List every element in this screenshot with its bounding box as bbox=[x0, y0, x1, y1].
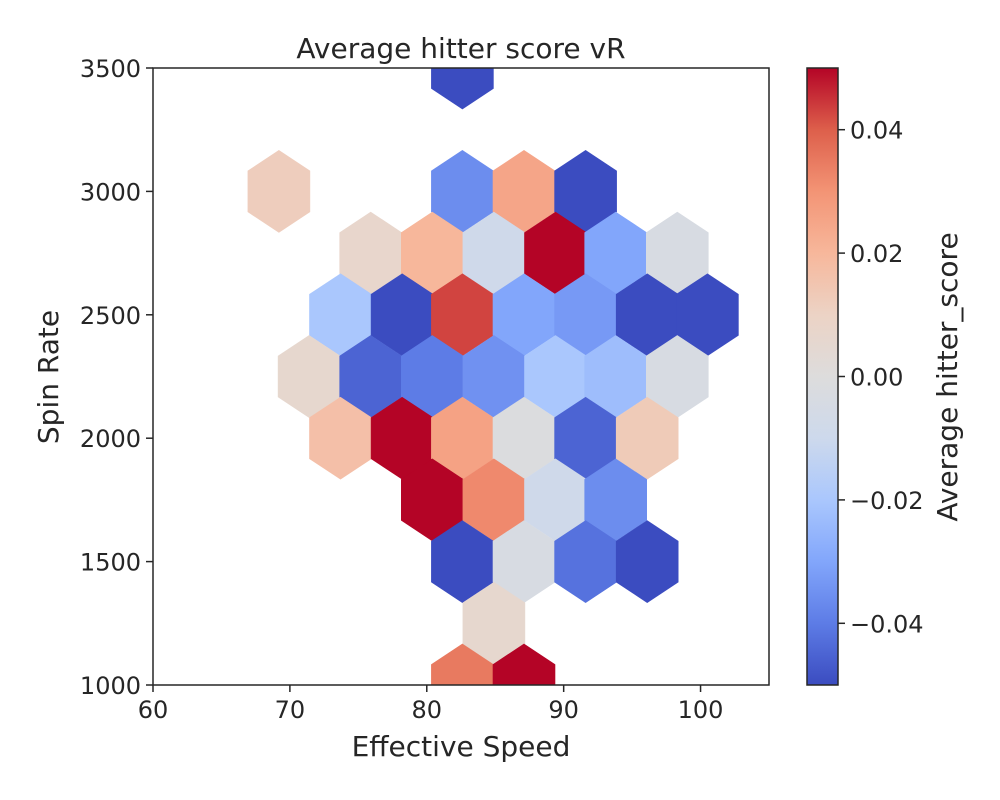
hex-cell bbox=[615, 396, 679, 480]
y-tick-label: 1000 bbox=[80, 672, 141, 700]
hex-cell bbox=[431, 68, 494, 110]
hexbin-cells bbox=[247, 68, 739, 685]
colorbar-tick-label: −0.04 bbox=[850, 610, 924, 638]
colorbar-tick-label: 0.02 bbox=[850, 240, 903, 268]
plot-frame bbox=[152, 67, 770, 686]
hex-cell bbox=[615, 520, 679, 603]
y-tick-label: 2000 bbox=[80, 425, 141, 453]
hex-cell bbox=[492, 643, 556, 685]
colorbar-tick-label: −0.02 bbox=[850, 487, 924, 515]
y-tick-label: 3000 bbox=[80, 178, 141, 206]
x-tick-label: 60 bbox=[138, 696, 169, 724]
x-tick-label: 70 bbox=[275, 696, 306, 724]
x-tick-label: 80 bbox=[412, 696, 443, 724]
colorbar-tick-label: 0.04 bbox=[850, 117, 903, 145]
y-tick-label: 3500 bbox=[80, 55, 141, 83]
colorbar-tick-label: 0.00 bbox=[850, 364, 903, 392]
chart-title: Average hitter score vR bbox=[296, 32, 625, 65]
x-axis: 60 70 80 90 100 bbox=[138, 685, 724, 724]
y-axis: 1000 1500 2000 2500 3000 3500 bbox=[80, 55, 153, 700]
y-axis-label: Spin Rate bbox=[32, 310, 65, 444]
colorbar bbox=[806, 67, 839, 686]
y-tick-label: 2500 bbox=[80, 302, 141, 330]
y-tick-label: 1500 bbox=[80, 549, 141, 577]
x-tick-label: 90 bbox=[548, 696, 579, 724]
hex-cell bbox=[247, 150, 311, 233]
colorbar-ticks: −0.04 −0.02 0.00 0.02 0.04 bbox=[838, 117, 924, 638]
x-axis-label: Effective Speed bbox=[352, 730, 571, 763]
x-tick-label: 100 bbox=[678, 696, 724, 724]
colorbar-label: Average hitter_score bbox=[931, 232, 964, 521]
